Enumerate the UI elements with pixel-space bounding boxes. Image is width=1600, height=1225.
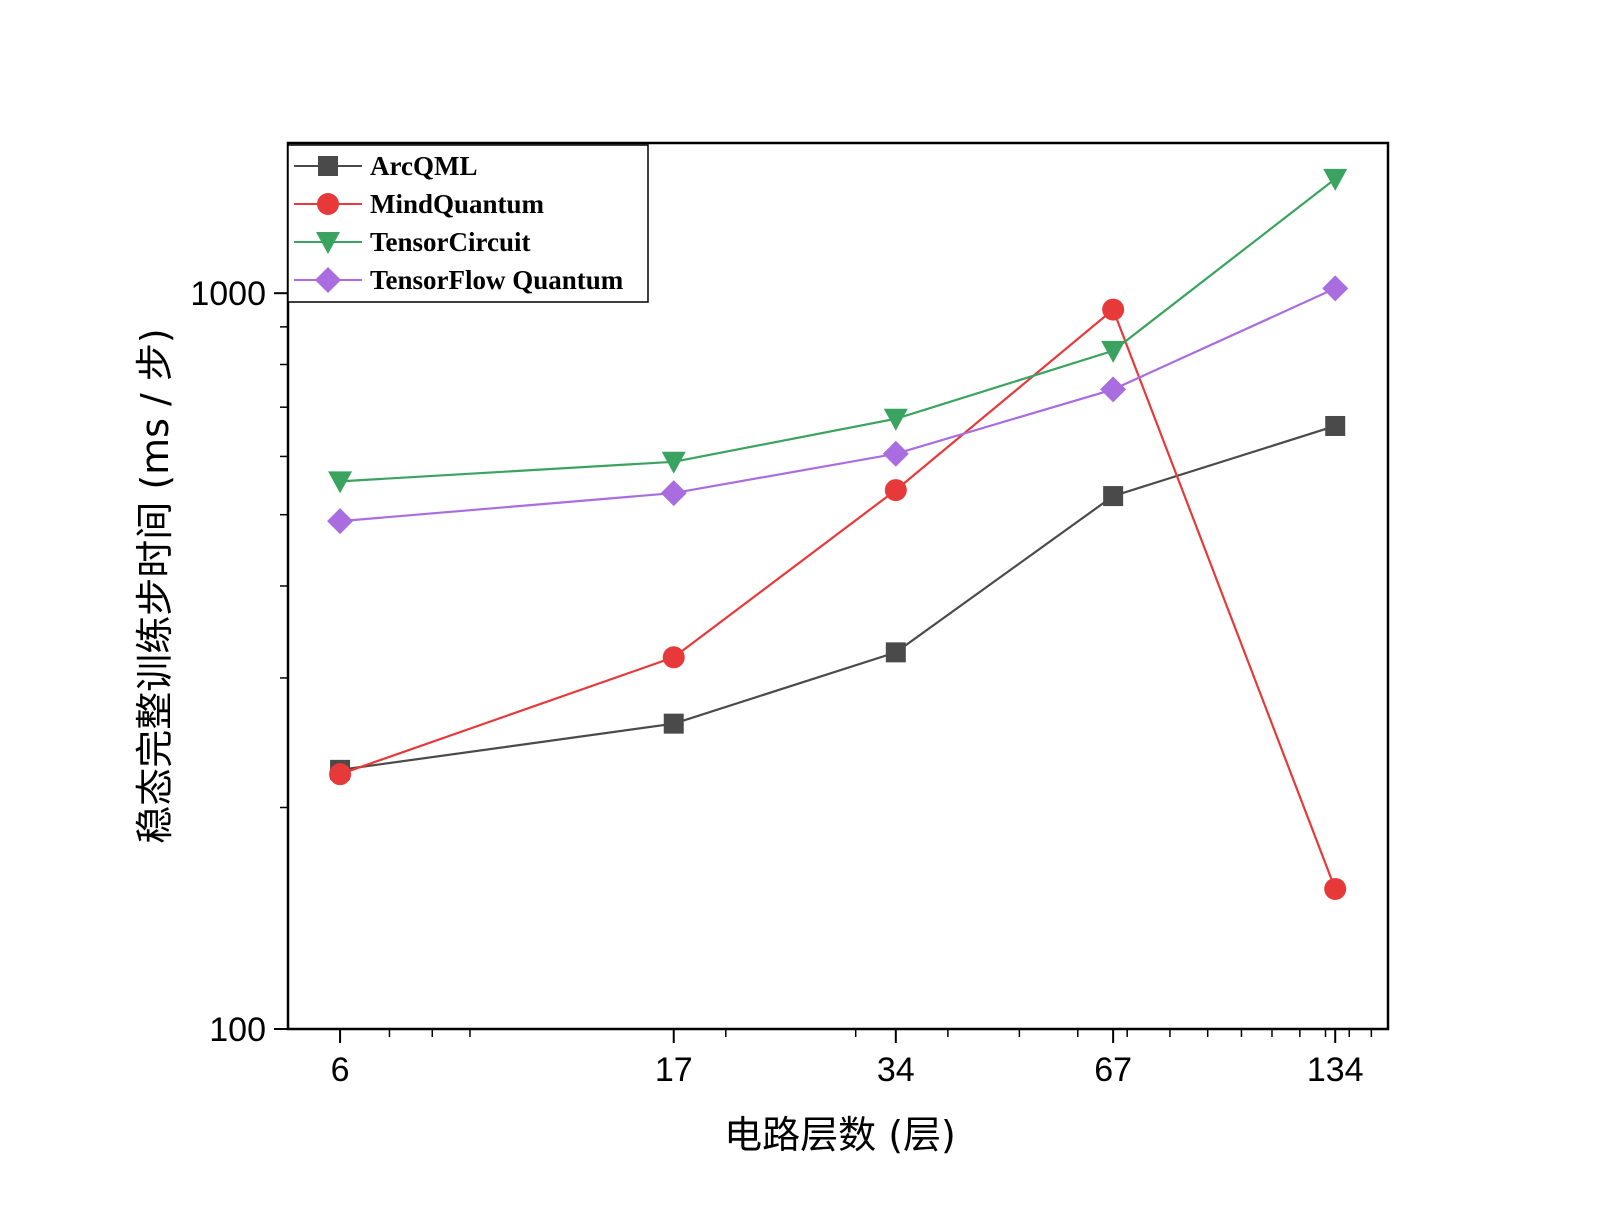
data-point-tensorflow-quantum — [1322, 275, 1349, 302]
y-axis-title: 稳态完整训练步时间 (ms / 步) — [133, 328, 177, 844]
legend-label: MindQuantum — [370, 189, 545, 219]
legend-item-arcqml: ArcQML — [294, 151, 477, 181]
series-line-arcqml — [339, 424, 1336, 771]
series-line-mindquantum — [339, 307, 1337, 890]
data-point-mindquantum — [884, 479, 907, 502]
legend-label: TensorCircuit — [370, 227, 531, 257]
legend-item-tensorcircuit: TensorCircuit — [294, 227, 531, 257]
x-tick-label: 134 — [1307, 1051, 1364, 1089]
legend-box — [287, 144, 649, 303]
series-tensorflow-quantum — [327, 275, 1349, 535]
x-tick-label: 67 — [1094, 1051, 1132, 1089]
data-point-mindquantum — [329, 763, 352, 786]
series-mindquantum — [329, 298, 1347, 900]
data-point-tensorcircuit — [883, 408, 908, 431]
legend-label: ArcQML — [370, 151, 477, 181]
data-point-tensorcircuit — [1323, 168, 1348, 191]
data-point-tensorflow-quantum — [327, 508, 354, 535]
data-point-mindquantum — [1102, 298, 1125, 321]
legend-item-mindquantum: MindQuantum — [294, 189, 545, 219]
data-point-tensorcircuit — [328, 471, 353, 494]
data-point-mindquantum — [1324, 877, 1347, 900]
series-layer — [327, 168, 1349, 900]
legend-marker — [317, 193, 339, 215]
x-tick-label: 34 — [877, 1051, 915, 1089]
data-point-tensorcircuit — [661, 451, 686, 474]
data-point-arcqml — [1325, 415, 1346, 436]
x-tick-label: 17 — [655, 1051, 693, 1089]
series-tensorcircuit — [328, 168, 1348, 494]
data-point-arcqml — [885, 642, 906, 663]
data-point-tensorcircuit — [1101, 340, 1126, 363]
data-point-arcqml — [663, 713, 684, 734]
legend-marker — [318, 156, 338, 176]
x-tick-label: 6 — [331, 1051, 350, 1089]
legend-marker — [315, 267, 341, 293]
x-axis-title: 电路层数 (层) — [724, 1113, 956, 1157]
x-axis-ticks: 6 17 34 67 134 — [331, 1029, 1373, 1089]
y-tick-label: 1000 — [190, 275, 266, 313]
legend-item-tensorflow-quantum: TensorFlow Quantum — [294, 265, 624, 295]
legend-marker — [316, 232, 340, 254]
legend: ArcQML MindQuantum TensorCircuit TensorFlow… — [287, 144, 649, 303]
y-tick-label: 100 — [209, 1011, 266, 1049]
legend-label: TensorFlow Quantum — [370, 265, 624, 295]
data-point-tensorflow-quantum — [882, 440, 909, 467]
data-point-arcqml — [1103, 486, 1124, 507]
data-point-mindquantum — [662, 646, 685, 669]
legend-items: ArcQML MindQuantum TensorCircuit TensorFlow… — [294, 151, 624, 295]
y-axis-ticks: 100 1000 — [190, 275, 288, 1049]
data-point-tensorflow-quantum — [660, 480, 687, 507]
data-point-tensorflow-quantum — [1100, 376, 1127, 403]
series-line-tensorflow-quantum — [339, 287, 1336, 523]
